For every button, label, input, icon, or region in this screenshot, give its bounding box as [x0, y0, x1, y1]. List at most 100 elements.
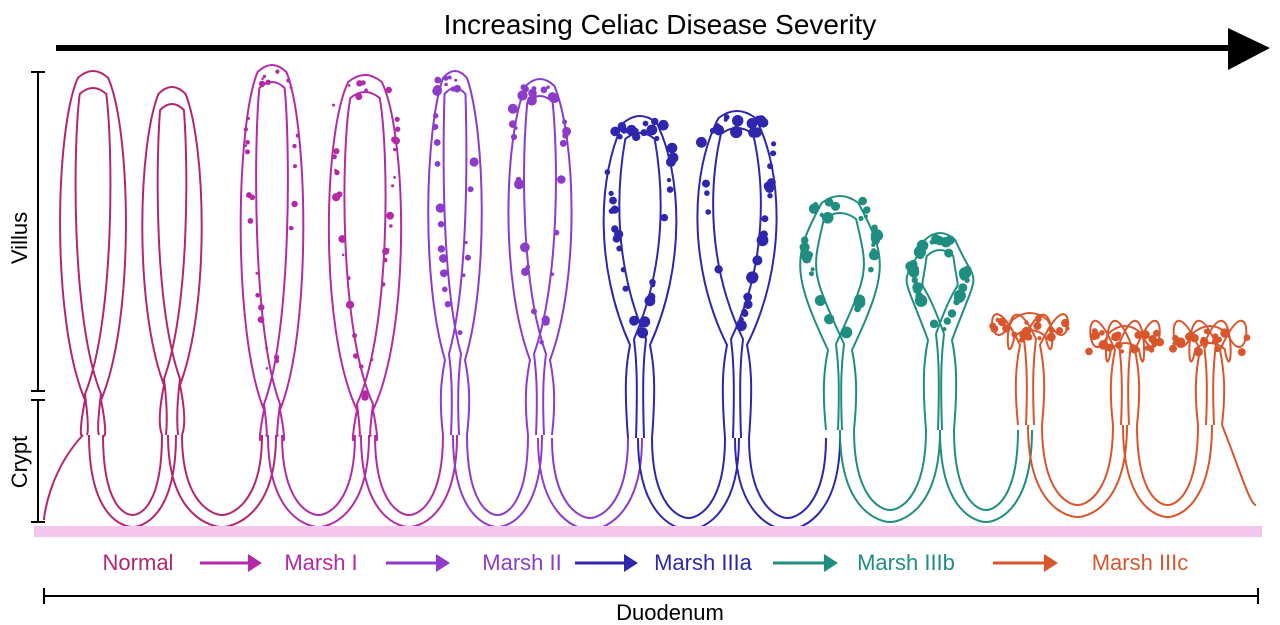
lymphocyte-dot — [334, 169, 340, 176]
crypt-1 — [88, 434, 177, 529]
lymphocyte-dot — [658, 119, 669, 131]
lymphocyte-dot — [640, 129, 648, 137]
lymphocyte-dot — [746, 118, 758, 129]
lymphocyte-dot — [611, 225, 619, 233]
lymphocyte-dot — [810, 267, 815, 272]
lymphocyte-dot — [265, 346, 269, 350]
lymphocyte-dot — [608, 208, 615, 215]
crypt-4 — [360, 434, 458, 529]
lymphocyte-dot — [1002, 324, 1011, 333]
lymphocyte-dot — [702, 179, 710, 188]
lymphocyte-dot — [393, 147, 397, 152]
lymphocyte-dot — [444, 82, 448, 87]
arrow-normal-to-marsh1 — [200, 554, 262, 572]
lymphocyte-dot — [433, 85, 442, 94]
lymphocyte-dot — [660, 213, 669, 222]
lymphocyte-dot — [464, 240, 468, 245]
lymphocyte-dot — [465, 254, 471, 261]
lymphocyte-dot — [1011, 331, 1018, 338]
mucosa-baseline — [34, 526, 1262, 537]
lymphocyte-dot — [261, 82, 265, 86]
lymphocyte-dot — [858, 215, 864, 221]
lymphocyte-dot — [964, 277, 970, 283]
lymphocyte-dot — [995, 317, 1000, 323]
lymphocyte-dot — [760, 237, 766, 243]
lymphocyte-dot — [437, 245, 446, 253]
lymphocyte-dot — [434, 76, 442, 84]
lymphocyte-dot — [438, 209, 442, 213]
lymphocyte-dot — [1034, 315, 1042, 323]
stage-label-marsh-3b: Marsh IIIb — [857, 550, 955, 575]
lymphocyte-dot — [943, 317, 951, 325]
lymphocyte-dot — [1111, 332, 1121, 342]
lymphocyte-dot — [469, 157, 479, 167]
lymphocyte-dot — [1046, 332, 1056, 342]
lymphocyte-dot — [1119, 349, 1125, 354]
lymphocyte-dot — [265, 79, 271, 86]
lymphocyte-dot — [915, 292, 924, 301]
lymphocyte-dot — [997, 317, 1007, 327]
lymphocyte-dot — [752, 255, 763, 266]
lymphocyte-dot — [863, 214, 868, 219]
lymphocyte-dot — [525, 264, 531, 270]
lymphocyte-dot — [292, 164, 298, 169]
lymphocyte-dot — [767, 193, 773, 199]
lymphocyte-dot — [1190, 333, 1199, 343]
lymphocyte-dot — [439, 254, 448, 263]
villus-label: Villus — [7, 212, 32, 264]
lymphocyte-dot — [274, 358, 280, 364]
lymphocyte-dot — [1021, 326, 1032, 336]
lymphocyte-dot — [1085, 347, 1093, 356]
lymphocyte-dot — [944, 248, 954, 258]
lymphocyte-dot — [637, 327, 649, 339]
severity-arrow-head — [1228, 28, 1270, 70]
lymphocyte-dot — [651, 117, 659, 126]
lymphocyte-dot — [629, 315, 640, 326]
lymphocyte-dot — [338, 235, 347, 243]
lymphocyte-dot — [639, 316, 651, 328]
lymphocyte-dot — [730, 126, 743, 139]
lymphocyte-dot — [748, 271, 759, 282]
lymphocyte-dot — [1134, 331, 1142, 339]
villus-marsh2-2 — [507, 78, 573, 436]
villi-group — [43, 64, 1257, 532]
lymphocyte-dot — [1169, 344, 1177, 353]
lymphocyte-dot — [741, 310, 749, 317]
lymphocyte-dot — [443, 269, 450, 276]
lymphocyte-dot — [929, 319, 939, 329]
lymphocyte-dot — [246, 116, 250, 121]
lymphocyte-dot — [871, 224, 878, 231]
lymphocyte-dot — [824, 197, 834, 207]
lymphocyte-dot — [845, 328, 850, 333]
crypt-5 — [452, 434, 543, 529]
villus-marsh1-1 — [239, 64, 305, 442]
lymphocyte-dot — [442, 286, 448, 293]
lymphocyte-dot — [249, 194, 256, 201]
crypt-11 — [1027, 424, 1128, 519]
lymphocyte-dot — [604, 169, 611, 175]
lymphocyte-dot — [273, 354, 280, 360]
lymphocyte-dot — [341, 253, 345, 257]
lymphocyte-dot — [759, 230, 768, 239]
lymphocyte-dot — [432, 123, 439, 130]
duodenum-bracket — [43, 588, 1259, 604]
lymphocyte-dot — [552, 94, 556, 98]
lymphocyte-dots — [243, 69, 1251, 401]
lymphocyte-dot — [275, 69, 280, 74]
lymphocyte-dot — [761, 215, 769, 223]
lymphocyte-dot — [385, 86, 392, 94]
lymphocyte-dot — [346, 276, 351, 281]
lymphocyte-dot — [1129, 344, 1139, 354]
arrow-marsh3b-to-marsh3c — [993, 554, 1058, 572]
stage-labels: Normal Marsh I Marsh II Marsh IIIa Marsh… — [103, 550, 1189, 575]
arrow-marsh2-to-marsh3a — [575, 554, 638, 572]
lymphocyte-dot — [1194, 347, 1203, 357]
lymphocyte-dot — [286, 78, 291, 83]
lymphocyte-dot — [958, 267, 972, 280]
lymphocyte-dot — [940, 236, 952, 248]
duodenum-label: Duodenum — [616, 600, 724, 625]
stage-arrows — [200, 554, 1058, 572]
lymphocyte-dot — [608, 190, 614, 196]
lymphocyte-dot — [905, 261, 916, 272]
lymphocyte-dot — [911, 276, 918, 284]
